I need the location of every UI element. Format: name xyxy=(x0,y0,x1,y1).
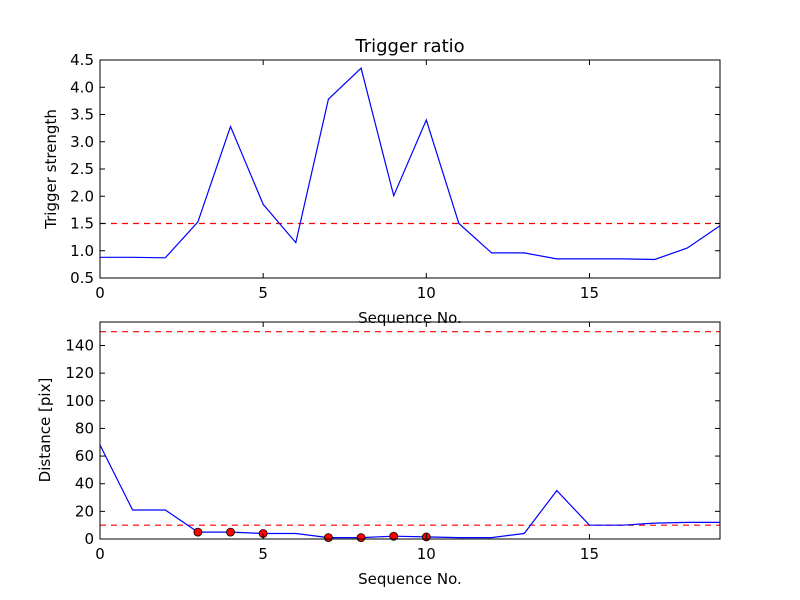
data-point-marker xyxy=(324,533,333,543)
x-tick-label: 5 xyxy=(258,545,268,563)
y-tick-labels: 0 20 40 60 80 100 120 140 xyxy=(65,336,94,548)
distance-plot: 0 5 10 15 0 20 40 60 80 100 120 140 Sequence No. D… xyxy=(36,321,721,588)
y-tick-label: 80 xyxy=(75,419,94,437)
y-tick-label: 3.0 xyxy=(70,133,94,151)
chart-title: Trigger ratio xyxy=(354,36,464,57)
y-tick-label: 0.5 xyxy=(70,269,94,287)
x-axis-label: Sequence No. xyxy=(358,570,462,588)
y-tick-label: 4.0 xyxy=(70,78,94,96)
axes-frame xyxy=(99,59,721,279)
data-point-marker xyxy=(193,527,203,537)
series-line xyxy=(99,444,720,539)
y-axis-label: Trigger strength xyxy=(42,109,60,230)
plot-area xyxy=(100,67,721,261)
x-tick-label: 0 xyxy=(95,545,105,563)
y-tick-label: 40 xyxy=(75,475,94,493)
trigger-ratio-plot: Trigger ratio 0 5 10 15 0.5 1.0 1.5 2.0 2.5 3.0 3… xyxy=(42,36,721,327)
x-tick-labels: 0 5 10 15 xyxy=(95,545,599,563)
x-tick-label: 15 xyxy=(580,545,599,563)
y-tick-label: 0 xyxy=(84,530,94,548)
x-tick-label: 10 xyxy=(417,545,436,563)
x-tick-label: 0 xyxy=(95,284,105,302)
data-point-marker xyxy=(389,531,399,541)
y-tick-label: 1.5 xyxy=(70,215,94,233)
data-point-marker xyxy=(226,527,235,537)
y-tick-label: 100 xyxy=(65,392,94,410)
x-tick-labels: 0 5 10 15 xyxy=(95,284,599,302)
x-tick-label: 5 xyxy=(258,284,268,302)
y-tick-label: 4.5 xyxy=(70,51,94,69)
y-tick-label: 2.5 xyxy=(70,160,94,178)
x-tick-label: 15 xyxy=(580,284,599,302)
y-tick-label: 60 xyxy=(75,447,94,465)
tick-marks xyxy=(99,59,720,279)
plot-area xyxy=(99,331,720,543)
y-tick-label: 2.0 xyxy=(70,187,94,205)
y-tick-label: 20 xyxy=(75,502,94,520)
data-point-marker xyxy=(356,533,366,543)
x-axis-label: Sequence No. xyxy=(358,309,462,327)
series-line xyxy=(100,67,721,261)
y-tick-label: 1.0 xyxy=(70,242,94,260)
y-tick-label: 120 xyxy=(65,364,94,382)
tick-marks xyxy=(99,322,720,540)
y-tick-labels: 0.5 1.0 1.5 2.0 2.5 3.0 3.5 4.0 4.5 xyxy=(70,51,94,287)
axes-frame xyxy=(99,321,721,540)
y-axis-label: Distance [pix] xyxy=(36,378,54,483)
y-tick-label: 3.5 xyxy=(70,106,94,124)
x-tick-label: 10 xyxy=(417,284,436,302)
y-tick-label: 140 xyxy=(65,336,94,354)
